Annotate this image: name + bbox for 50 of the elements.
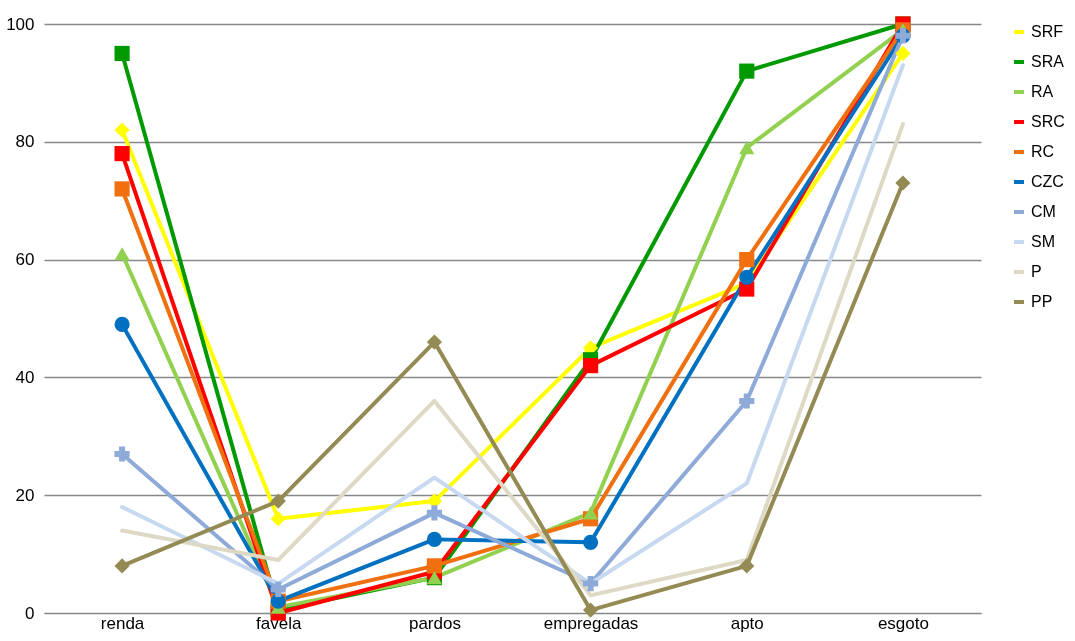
point [114, 247, 130, 261]
legend-label: SRF [1031, 23, 1064, 40]
legend-label: SRC [1031, 113, 1065, 130]
point [114, 122, 130, 138]
x-tick-label: apto [730, 613, 764, 633]
y-tick-label: 80 [15, 132, 35, 152]
point [114, 45, 130, 62]
point [270, 493, 286, 509]
point [739, 141, 755, 155]
legend-label: RA [1031, 83, 1054, 100]
point [426, 558, 442, 574]
x-tick-label: favela [256, 613, 302, 633]
point [114, 558, 130, 574]
y-tick-label: 0 [25, 603, 35, 623]
point [583, 602, 599, 618]
y-tick-label: 100 [6, 14, 35, 34]
y-tick-label: 20 [15, 485, 35, 505]
x-tick-label: empregadas [543, 613, 639, 633]
point [426, 334, 442, 350]
legend-label: CM [1031, 203, 1056, 220]
point [583, 358, 599, 374]
point [739, 393, 755, 409]
x-tick-label: pardos [408, 613, 461, 633]
legend-label: RC [1031, 143, 1055, 160]
legend-label: PP [1031, 293, 1053, 310]
x-tick-label: renda [100, 613, 145, 633]
point [114, 446, 130, 462]
point [895, 175, 911, 191]
x-tick-label: esgoto [877, 613, 929, 633]
point [583, 534, 599, 550]
point [426, 531, 442, 547]
y-tick-label: 60 [15, 250, 35, 270]
legend-label: CZC [1031, 173, 1064, 190]
point [739, 269, 755, 285]
point [114, 181, 130, 197]
point [895, 45, 911, 62]
y-tick-label: 40 [15, 367, 35, 387]
point [270, 511, 286, 527]
point [739, 252, 755, 268]
legend-label: P [1031, 263, 1042, 280]
point [426, 505, 442, 521]
point [583, 575, 599, 592]
point [739, 558, 755, 574]
point [114, 316, 130, 332]
legend-label: SRA [1031, 53, 1065, 70]
point [114, 146, 130, 162]
legend-label: SM [1031, 233, 1055, 250]
point [583, 506, 599, 520]
point [739, 63, 755, 79]
point [270, 581, 286, 598]
